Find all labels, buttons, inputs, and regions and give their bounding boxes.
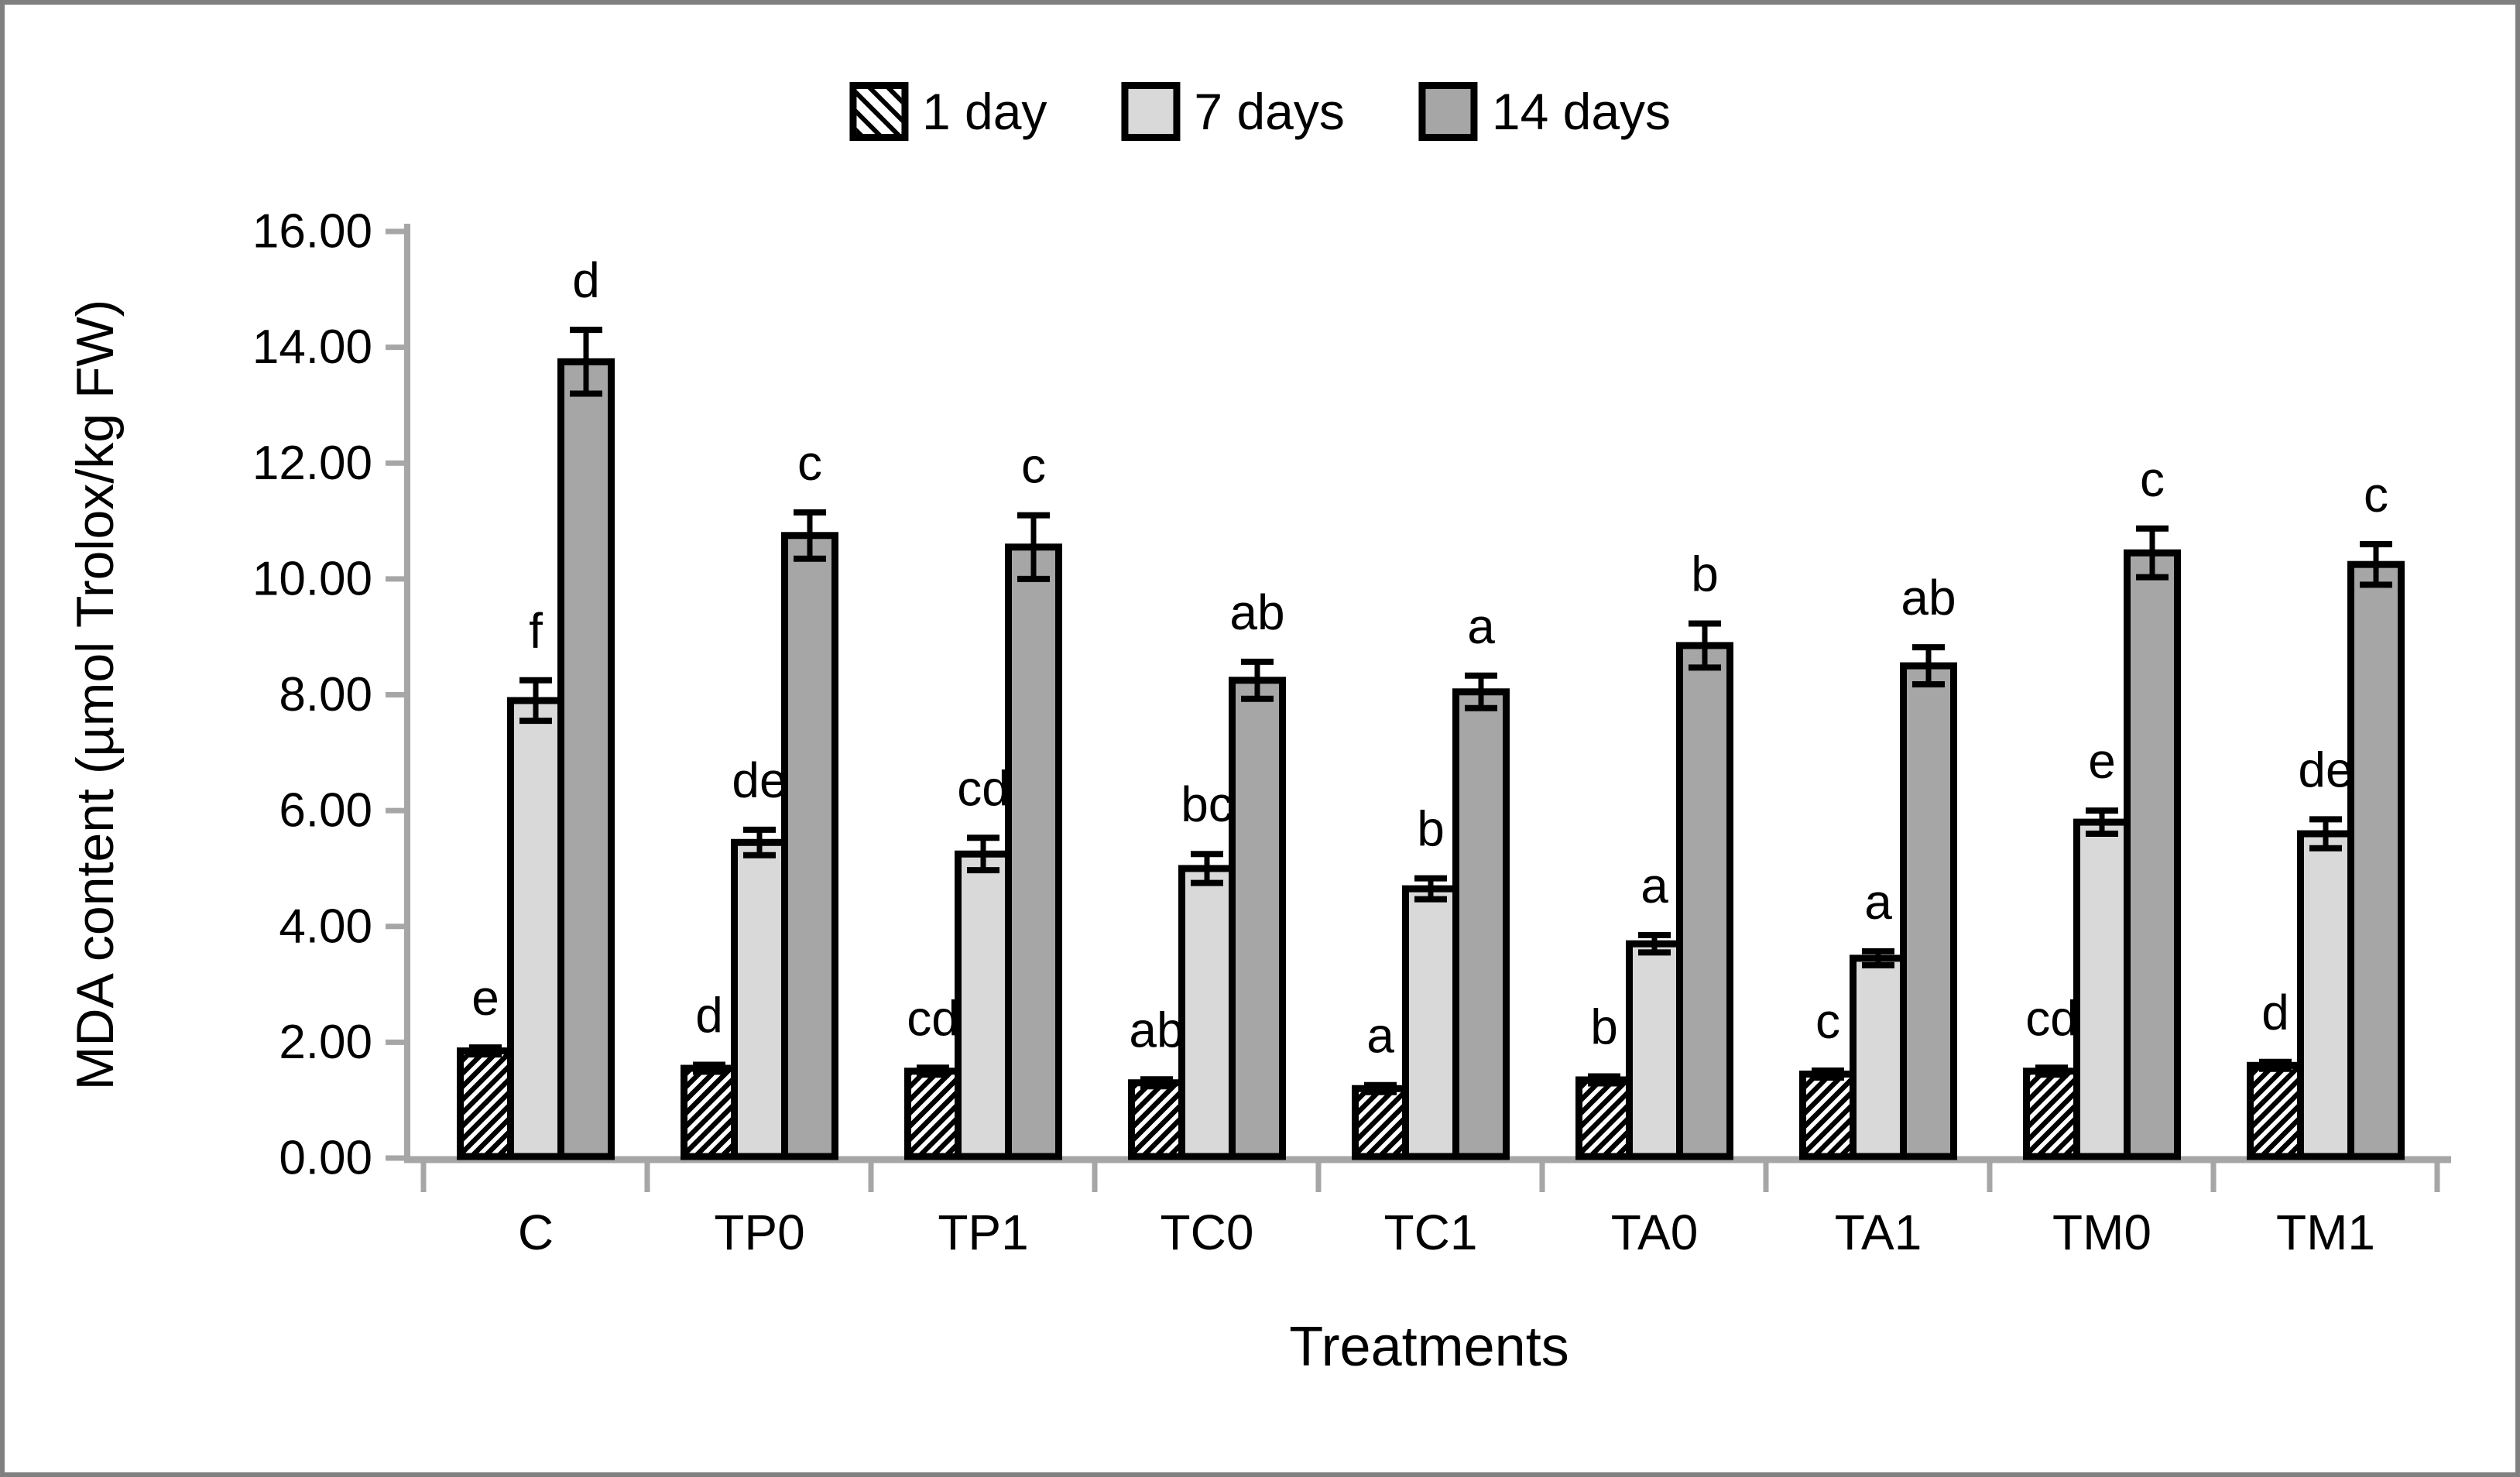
legend-item-14-days: 14 days — [1418, 82, 1671, 141]
sig-letter: e — [2088, 733, 2116, 789]
bar-14-days-C — [557, 358, 615, 1160]
y-tick-label: 12.00 — [252, 437, 372, 490]
bar-14-days-TA1 — [1900, 662, 1957, 1160]
y-tick-label: 0.00 — [279, 1132, 372, 1185]
bar-7-days-TC0 — [1178, 865, 1236, 1160]
bar-7-days-TP0 — [731, 838, 788, 1160]
sig-letter: c — [797, 435, 822, 491]
bar-1-day-TM1 — [2247, 1061, 2304, 1160]
x-tick-label: C — [518, 1205, 554, 1260]
bar-7-days-TP1 — [955, 850, 1012, 1160]
sig-letter: ab — [1129, 1002, 1184, 1057]
sig-letter: f — [529, 603, 543, 659]
bar-1-day-TA0 — [1575, 1076, 1633, 1160]
bar-14-days-TP1 — [1005, 543, 1062, 1160]
sig-letter: a — [1641, 858, 1668, 913]
x-tick-label: TM1 — [2276, 1205, 2375, 1260]
x-tick-label: TP0 — [714, 1205, 804, 1260]
sig-letter: c — [1815, 993, 1840, 1049]
bar-14-days-TA0 — [1676, 642, 1733, 1160]
y-tick-label: 8.00 — [279, 668, 372, 721]
legend-label: 14 days — [1491, 83, 1671, 140]
y-tick-label: 10.00 — [252, 552, 372, 605]
y-tick-label: 2.00 — [279, 1016, 372, 1069]
bar-14-days-TM1 — [2347, 560, 2405, 1160]
sig-letter: c — [2140, 451, 2165, 507]
bar-7-days-TA1 — [1850, 954, 1907, 1160]
bar-7-days-TC1 — [1402, 885, 1459, 1160]
sig-letter: b — [1590, 999, 1618, 1055]
bar-1-day-TP0 — [681, 1064, 738, 1160]
sig-letter: c — [1021, 438, 1046, 494]
sig-letter: a — [1467, 598, 1495, 654]
y-axis-title: MDA content (µmol Trolox/kg FW) — [66, 300, 125, 1091]
sig-letter: d — [2261, 985, 2289, 1040]
sig-letter: ab — [1229, 584, 1284, 640]
legend-label: 1 day — [921, 83, 1047, 140]
bar-1-day-TC0 — [1128, 1079, 1185, 1160]
bar-14-days-TP0 — [781, 532, 838, 1160]
sig-letter: ab — [1901, 570, 1956, 625]
legend-item-7-days: 7 days — [1121, 82, 1345, 141]
bar-1-day-TA1 — [1799, 1071, 1857, 1160]
bar-7-days-TA0 — [1626, 940, 1683, 1160]
sig-letter: bc — [1181, 776, 1233, 832]
legend-swatch-dark-gray — [1418, 82, 1478, 141]
x-tick-label: TP1 — [938, 1205, 1028, 1260]
bar-7-days-C — [507, 697, 564, 1160]
chart-legend: 1 day 7 days 14 days — [849, 82, 1671, 141]
bar-1-day-C — [457, 1047, 514, 1160]
sig-letter: c — [2364, 467, 2388, 523]
bar-7-days-TM0 — [2073, 818, 2131, 1160]
sig-letter: de — [732, 752, 787, 808]
x-tick-label: TC0 — [1161, 1205, 1254, 1260]
bar-7-days-TM1 — [2297, 830, 2354, 1160]
bar-14-days-TM0 — [2124, 549, 2181, 1160]
legend-item-1-day: 1 day — [849, 82, 1047, 141]
sig-letter: a — [1366, 1008, 1394, 1064]
legend-label: 7 days — [1194, 83, 1345, 140]
sig-letter: cd — [957, 760, 1010, 816]
x-tick-label: TC1 — [1384, 1205, 1478, 1260]
sig-letter: a — [1864, 874, 1892, 930]
x-axis-title: Treatments — [1289, 1316, 1569, 1378]
sig-letter: b — [1417, 801, 1445, 857]
y-tick-label: 4.00 — [279, 900, 372, 953]
bar-1-day-TM0 — [2023, 1067, 2080, 1160]
sig-letter: e — [471, 970, 499, 1026]
x-tick-label: TA0 — [1611, 1205, 1699, 1260]
bar-1-day-TC1 — [1352, 1085, 1409, 1160]
y-tick-label: 14.00 — [252, 320, 372, 374]
bar-14-days-TC1 — [1452, 688, 1510, 1160]
legend-swatch-hatched — [849, 82, 908, 141]
sig-letter: de — [2298, 742, 2353, 797]
y-tick-label: 6.00 — [279, 784, 372, 838]
sig-letter: cd — [2025, 990, 2078, 1046]
y-tick-label: 16.00 — [252, 205, 372, 259]
sig-letter: cd — [907, 990, 959, 1046]
sig-letter: b — [1691, 546, 1719, 601]
x-tick-label: TA1 — [1835, 1205, 1922, 1260]
legend-swatch-light-gray — [1121, 82, 1181, 141]
sig-letter: d — [695, 988, 723, 1043]
bar-14-days-TC0 — [1229, 677, 1286, 1160]
x-tick-label: TM0 — [2052, 1205, 2151, 1260]
sig-letter: d — [572, 252, 600, 308]
bar-1-day-TP1 — [904, 1067, 962, 1160]
